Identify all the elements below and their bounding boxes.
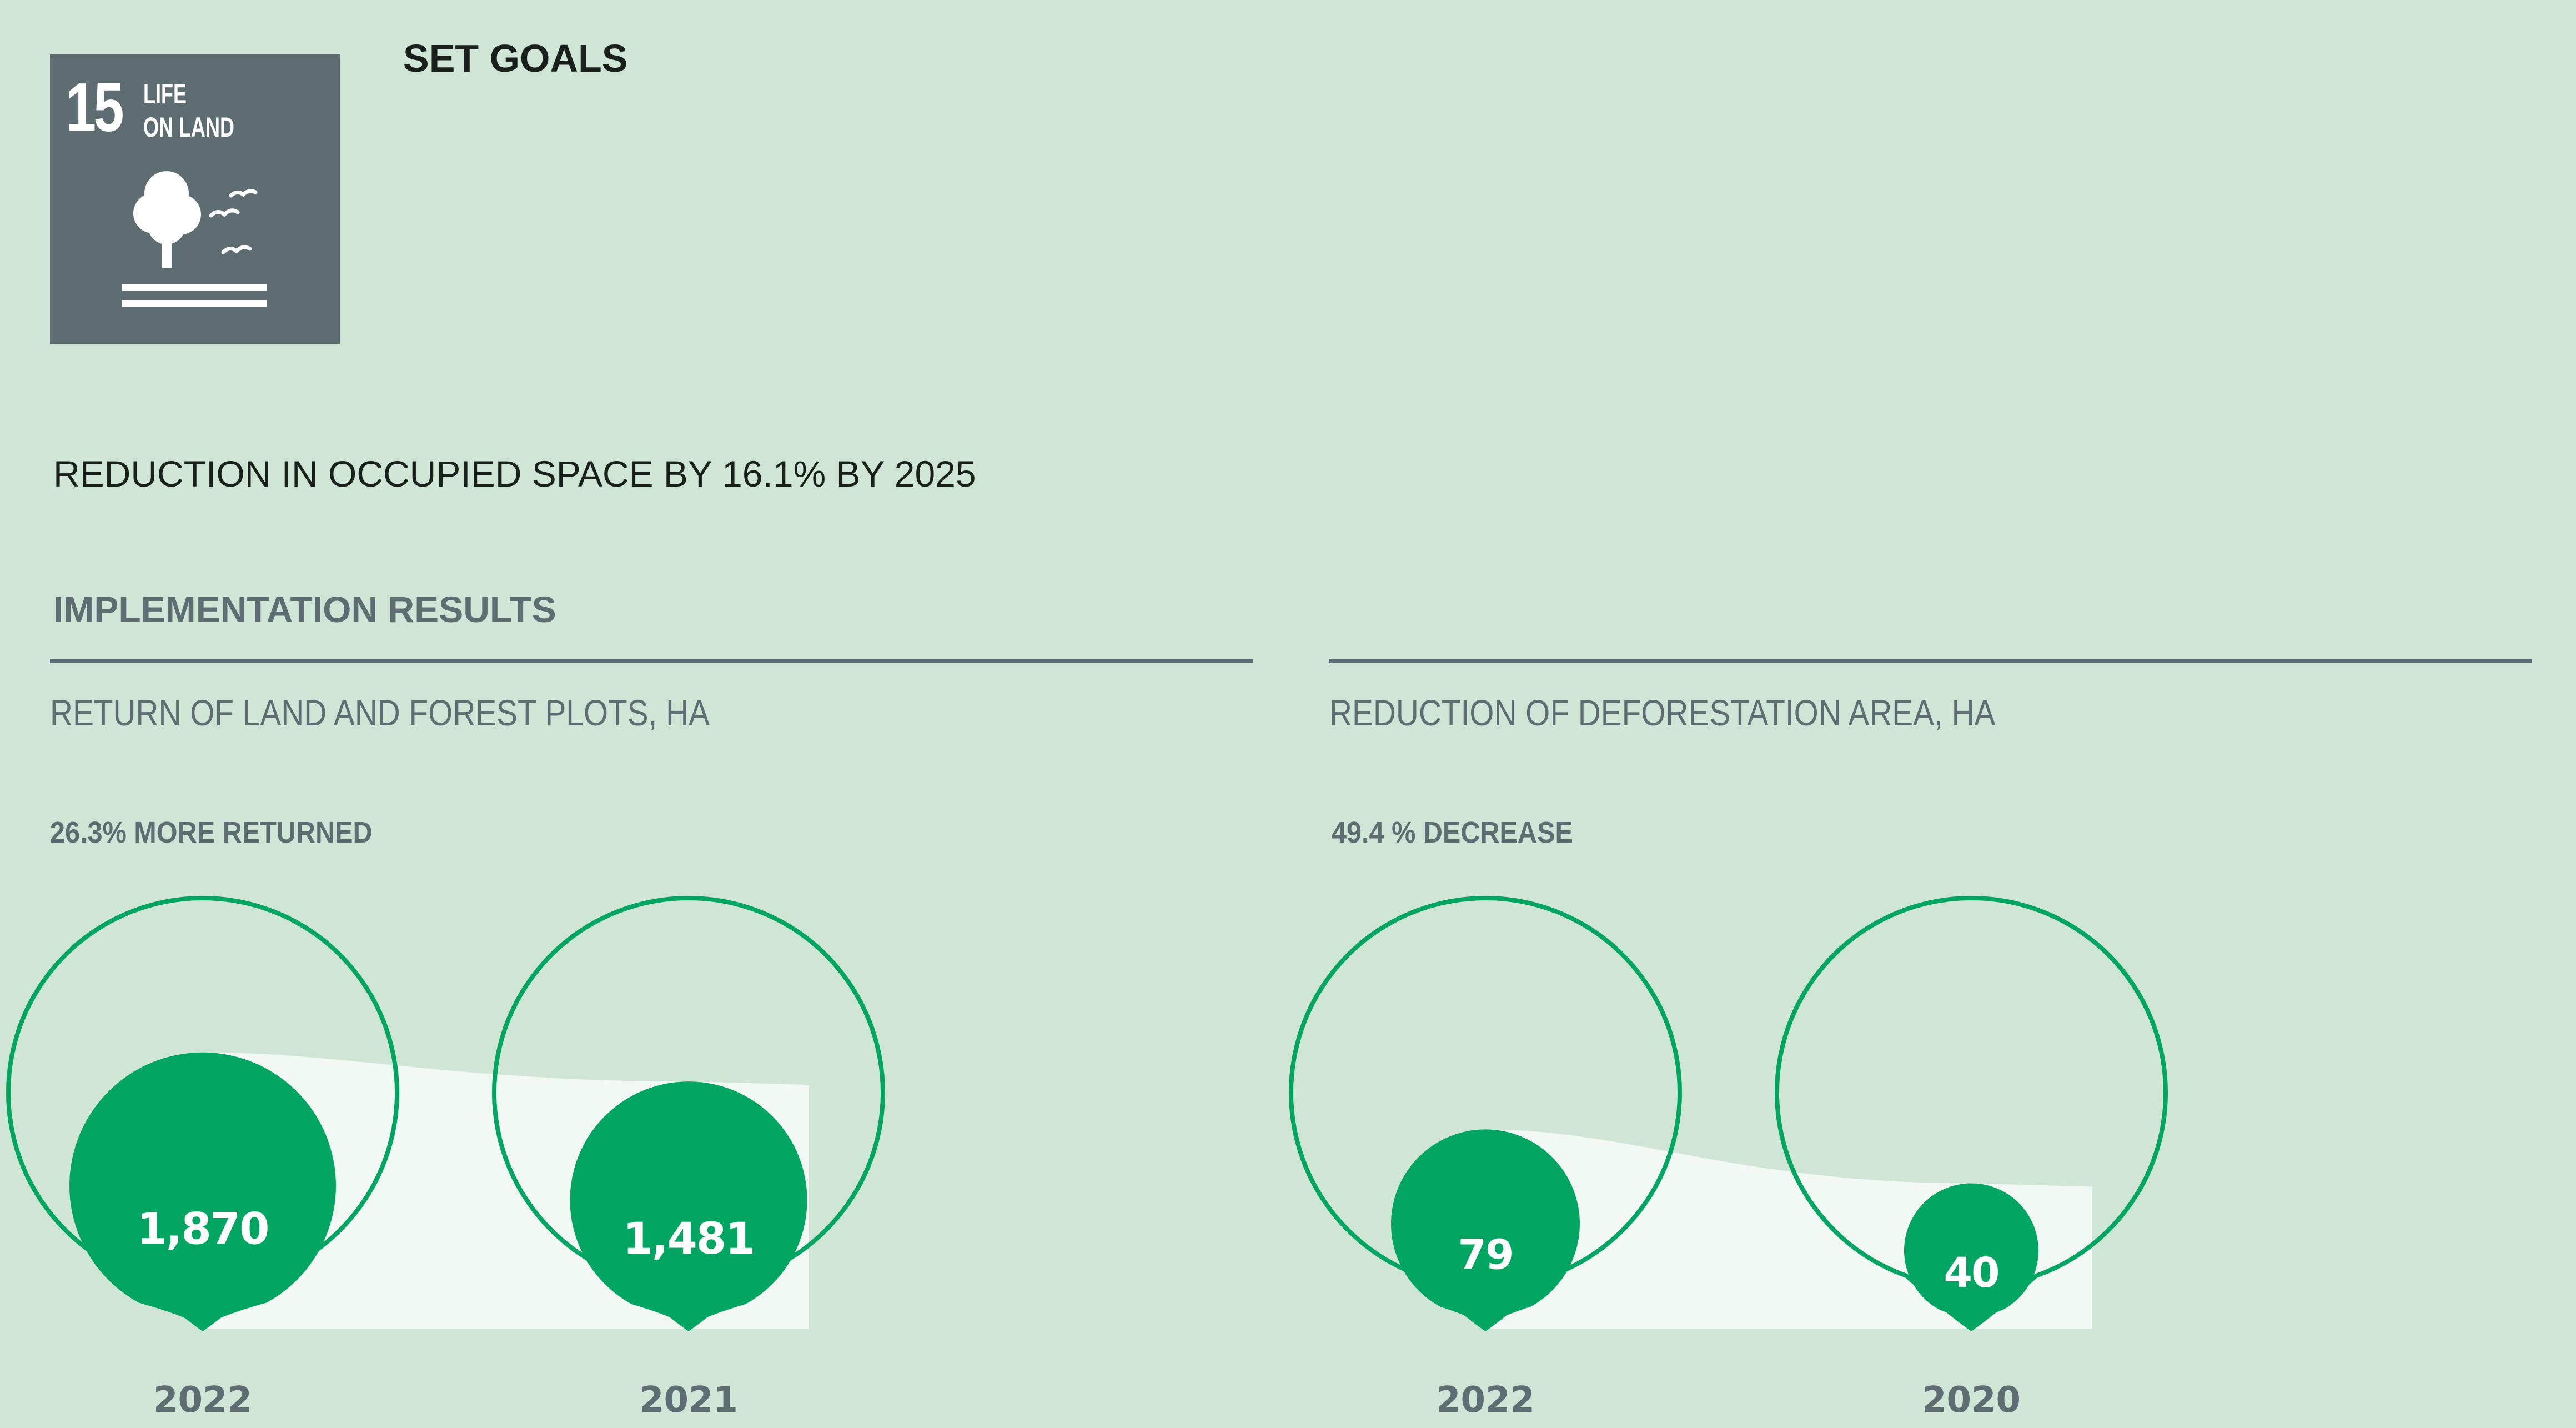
annotation-decrease: 49.4 % DECREASE xyxy=(1332,816,1573,849)
chart-title-land-plots: RETURN OF LAND AND FOREST PLOTS, HA xyxy=(50,692,710,733)
year-label-2021: 2021 xyxy=(639,1380,738,1421)
divider-left xyxy=(50,659,1253,663)
bubble-2022 xyxy=(69,1052,336,1329)
chart-title-deforestation: REDUCTION OF DEFORESTATION AREA, HA xyxy=(1329,692,1996,733)
annotation-more-returned: 26.3% MORE RETURNED xyxy=(50,816,373,849)
chart-deforestation: 79 2022 40 2020 xyxy=(1289,896,2168,1421)
value-label-2021: 1,481 xyxy=(623,1214,755,1264)
implementation-results-title: IMPLEMENTATION RESULTS xyxy=(53,589,556,630)
chart-land-plots: 1,870 2022 1,481 2021 xyxy=(6,896,885,1421)
year-label-2022: 2022 xyxy=(153,1380,252,1421)
sdg-label-line2: ON LAND xyxy=(143,112,234,143)
sdg-label-line1: LIFE xyxy=(143,78,187,109)
bubble-2022 xyxy=(1391,1129,1580,1329)
divider-right xyxy=(1329,659,2532,663)
year-label-2022: 2022 xyxy=(1436,1380,1535,1421)
sdg-badge: 15 LIFE ON LAND xyxy=(50,54,340,344)
bubble-2020 xyxy=(1904,1183,2038,1329)
value-label-2022: 79 xyxy=(1458,1231,1513,1279)
value-label-2020: 40 xyxy=(1944,1249,1999,1297)
tree-birds-icon xyxy=(122,171,267,307)
goal-text: REDUCTION IN OCCUPIED SPACE BY 16.1% BY … xyxy=(53,453,976,494)
sdg-number: 15 xyxy=(66,69,124,146)
year-label-2020: 2020 xyxy=(1922,1380,2021,1421)
value-label-2022: 1,870 xyxy=(137,1205,269,1255)
bubble-2021 xyxy=(570,1081,807,1329)
set-goals-title: SET GOALS xyxy=(403,37,628,80)
bubble-charts: 1,870 2022 1,481 2021 79 2022 40 2020 xyxy=(6,896,2168,1421)
